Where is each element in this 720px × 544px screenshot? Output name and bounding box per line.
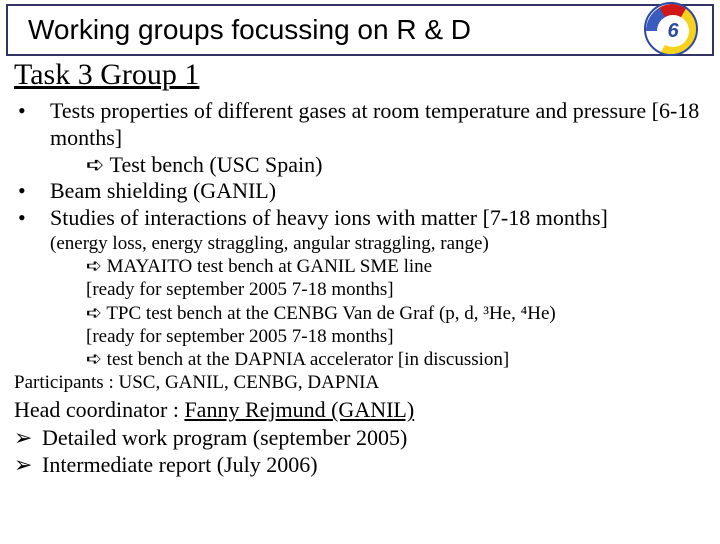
slide-content: Task 3 Group 1 • Tests properties of dif… bbox=[0, 56, 720, 479]
detail-line: ➪ MAYAITO test bench at GANIL SME line bbox=[14, 255, 706, 278]
bullet-mark-icon: • bbox=[14, 98, 50, 152]
bullet-sub-text: Test bench (USC Spain) bbox=[110, 152, 323, 177]
detail-intro: (energy loss, energy straggling, angular… bbox=[14, 232, 706, 255]
detail-line: [ready for september 2005 7-18 months] bbox=[14, 278, 706, 301]
coordinator-label: Head coordinator : bbox=[14, 397, 184, 422]
deliverable-text: Detailed work program (september 2005) bbox=[42, 424, 407, 452]
detail-line: [ready for september 2005 7-18 months] bbox=[14, 325, 706, 348]
framework-logo-icon: 6 bbox=[638, 0, 716, 60]
bullet-text: Beam shielding (GANIL) bbox=[50, 178, 706, 205]
coordinator-line: Head coordinator : Fanny Rejmund (GANIL) bbox=[14, 396, 706, 424]
bullet-mark-icon: • bbox=[14, 205, 50, 232]
deliverable-text: Intermediate report (July 2006) bbox=[42, 451, 318, 479]
deliverable-item: ➢ Intermediate report (July 2006) bbox=[14, 451, 706, 479]
bullet-text: Tests properties of different gases at r… bbox=[50, 98, 706, 152]
deliverable-item: ➢ Detailed work program (september 2005) bbox=[14, 424, 706, 452]
coordinator-name: Fanny Rejmund (GANIL) bbox=[184, 397, 414, 422]
participants-line: Participants : USC, GANIL, CENBG, DAPNIA bbox=[14, 371, 706, 394]
triangle-icon: ➢ bbox=[14, 451, 42, 479]
detail-line: ➪ test bench at the DAPNIA accelerator [… bbox=[14, 348, 706, 371]
bullet-item: • Studies of interactions of heavy ions … bbox=[14, 205, 706, 232]
bullet-mark-icon: • bbox=[14, 178, 50, 205]
logo-glyph: 6 bbox=[657, 15, 689, 47]
bullet-item: • Tests properties of different gases at… bbox=[14, 98, 706, 152]
detail-line: ➪ TPC test bench at the CENBG Van de Gra… bbox=[14, 302, 706, 325]
bullet-text: Studies of interactions of heavy ions wi… bbox=[50, 205, 706, 232]
bullet-sub: ➪ Test bench (USC Spain) bbox=[14, 152, 706, 179]
arrow-icon: ➪ bbox=[86, 152, 104, 177]
triangle-icon: ➢ bbox=[14, 424, 42, 452]
title-bar: Working groups focussing on R & D 6 bbox=[6, 4, 714, 56]
task-heading: Task 3 Group 1 bbox=[14, 58, 706, 92]
slide-title: Working groups focussing on R & D bbox=[28, 14, 471, 46]
bullet-item: • Beam shielding (GANIL) bbox=[14, 178, 706, 205]
